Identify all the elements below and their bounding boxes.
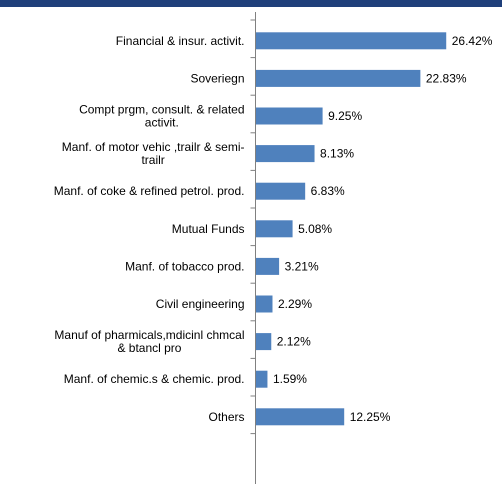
value-label: 26.42% (452, 34, 493, 48)
category-label-line: Compt prgm, consult. & related (79, 103, 244, 117)
bar (256, 69, 421, 87)
value-label: 8.13% (320, 147, 354, 161)
value-label: 6.83% (311, 184, 345, 198)
bar (256, 408, 345, 426)
header-bar (0, 0, 502, 7)
bar (256, 107, 323, 125)
value-label: 22.83% (426, 71, 467, 85)
category-label: Mutual Funds (172, 222, 245, 236)
value-label: 3.21% (285, 259, 319, 273)
value-label: 2.29% (278, 297, 312, 311)
bar (256, 220, 293, 238)
bar (256, 295, 273, 313)
category-label-line: Manuf of pharmicals,mdicinl chmcal (54, 328, 244, 342)
category-label-line: Manf. of motor vehic ,trailr & semi- (62, 140, 245, 154)
category-label: Others (208, 410, 244, 424)
value-label: 12.25% (350, 410, 391, 424)
category-label: Manf. of chemic.s & chemic. prod. (64, 372, 245, 386)
category-label: Manuf of pharmicals,mdicinl chmcal & btan… (54, 328, 244, 355)
category-label-line: trailr (141, 153, 164, 167)
value-label: 1.59% (273, 372, 307, 386)
category-label: Civil engineering (156, 297, 245, 311)
category-label: Soveriegn (190, 71, 244, 85)
category-label: Manf. of tobacco prod. (125, 259, 244, 273)
bar (256, 370, 268, 388)
value-label: 5.08% (298, 222, 332, 236)
category-label-line: activit. (145, 116, 179, 130)
bar (256, 182, 306, 200)
category-label: Manf. of motor vehic ,trailr & semi-trai… (62, 140, 245, 167)
category-label: Manf. of coke & refined petrol. prod. (54, 184, 245, 198)
bar (256, 32, 447, 50)
category-label-line: & btancl pro (117, 341, 181, 355)
bar (256, 333, 272, 351)
bar (256, 257, 280, 275)
bar (256, 145, 315, 163)
value-label: 9.25% (328, 109, 362, 123)
category-label: Compt prgm, consult. & related activit. (79, 103, 244, 130)
value-label: 2.12% (277, 335, 311, 349)
category-label: Financial & insur. activit. (116, 34, 245, 48)
